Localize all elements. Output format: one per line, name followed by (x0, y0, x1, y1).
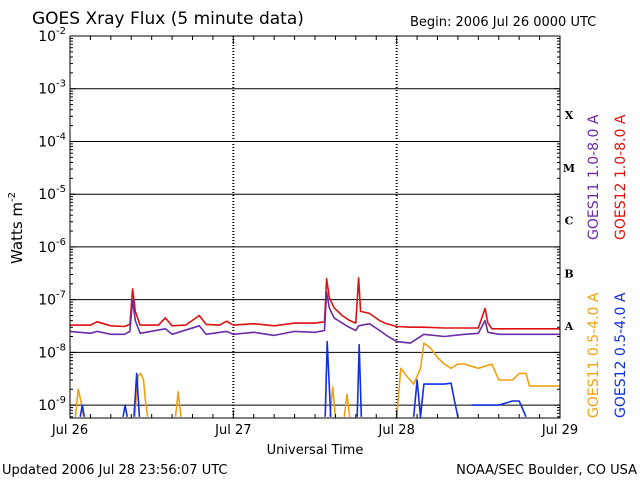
series-line-g12long (70, 277, 560, 330)
credit-text: NOAA/SEC Boulder, CO USA (456, 463, 637, 478)
x-tick-label: Jul 28 (377, 423, 414, 438)
flare-class-label: B (564, 267, 573, 280)
legend-goes12-short: GOES12 0.5-4.0 A (613, 292, 629, 418)
svg-text:GOES12 1.0-8.0 A: GOES12 1.0-8.0 A (613, 114, 629, 240)
x-axis-label: Universal Time (267, 443, 364, 458)
legend-goes11-long: GOES11 1.0-8.0 A (586, 114, 602, 240)
y-tick-label: 10-9 (38, 395, 66, 414)
y-axis: 10-2 10-3 10-4 10-5 10-6 10-7 10-8 10-9 (38, 26, 560, 418)
series-layer (69, 277, 560, 418)
chart-title: GOES Xray Flux (5 minute data) (32, 9, 304, 29)
svg-text:GOES11 1.0-8.0 A: GOES11 1.0-8.0 A (586, 114, 602, 240)
x-tick-label: Jul 27 (214, 423, 251, 438)
flare-class-label: A (564, 320, 574, 333)
legend-goes11-short: GOES11 0.5-4.0 A (586, 292, 602, 418)
y-axis-title: Watts m-2 (7, 192, 26, 264)
flare-class-label: C (565, 215, 574, 228)
svg-text:GOES12 0.5-4.0 A: GOES12 0.5-4.0 A (613, 292, 629, 418)
grid (70, 36, 560, 418)
legend-upper: GOES11 1.0-8.0 A (586, 114, 602, 240)
y-tick-label: 10-2 (38, 26, 66, 45)
series-line-g12short (79, 340, 527, 418)
legend-lower: GOES11 0.5-4.0 A (586, 292, 602, 418)
begin-label: Begin: 2006 Jul 26 0000 UTC (410, 15, 596, 30)
series-line-g11long (69, 291, 560, 344)
x-axis: Jul 26 Jul 27 Jul 28 Jul 29 (51, 36, 578, 438)
svg-text:GOES11 0.5-4.0 A: GOES11 0.5-4.0 A (586, 292, 602, 418)
x-tick-label: Jul 29 (541, 423, 578, 438)
updated-timestamp: Updated 2006 Jul 28 23:56:07 UTC (2, 463, 227, 478)
y-tick-label: 10-3 (38, 79, 66, 98)
flare-class-label: X (565, 109, 574, 122)
y-tick-label: 10-4 (38, 131, 66, 150)
legend-lower-2: GOES12 0.5-4.0 A (613, 292, 629, 418)
legend-goes12-long: GOES12 1.0-8.0 A (613, 114, 629, 240)
flare-class-labels: X M C B A (563, 109, 575, 333)
flare-class-label: M (563, 162, 575, 175)
series-line-g11short (74, 342, 560, 417)
plot-frame (69, 35, 561, 419)
legend-upper-2: GOES12 1.0-8.0 A (613, 114, 629, 240)
svg-text:Watts m-2: Watts m-2 (7, 192, 26, 264)
y-tick-label: 10-7 (38, 290, 66, 309)
y-axis-label: Watts m (8, 202, 26, 264)
y-tick-label: 10-8 (38, 342, 66, 361)
y-tick-label: 10-6 (38, 237, 66, 256)
x-tick-label: Jul 26 (51, 423, 88, 438)
y-tick-label: 10-5 (38, 184, 66, 203)
y-axis-label-exponent: -2 (7, 192, 18, 202)
